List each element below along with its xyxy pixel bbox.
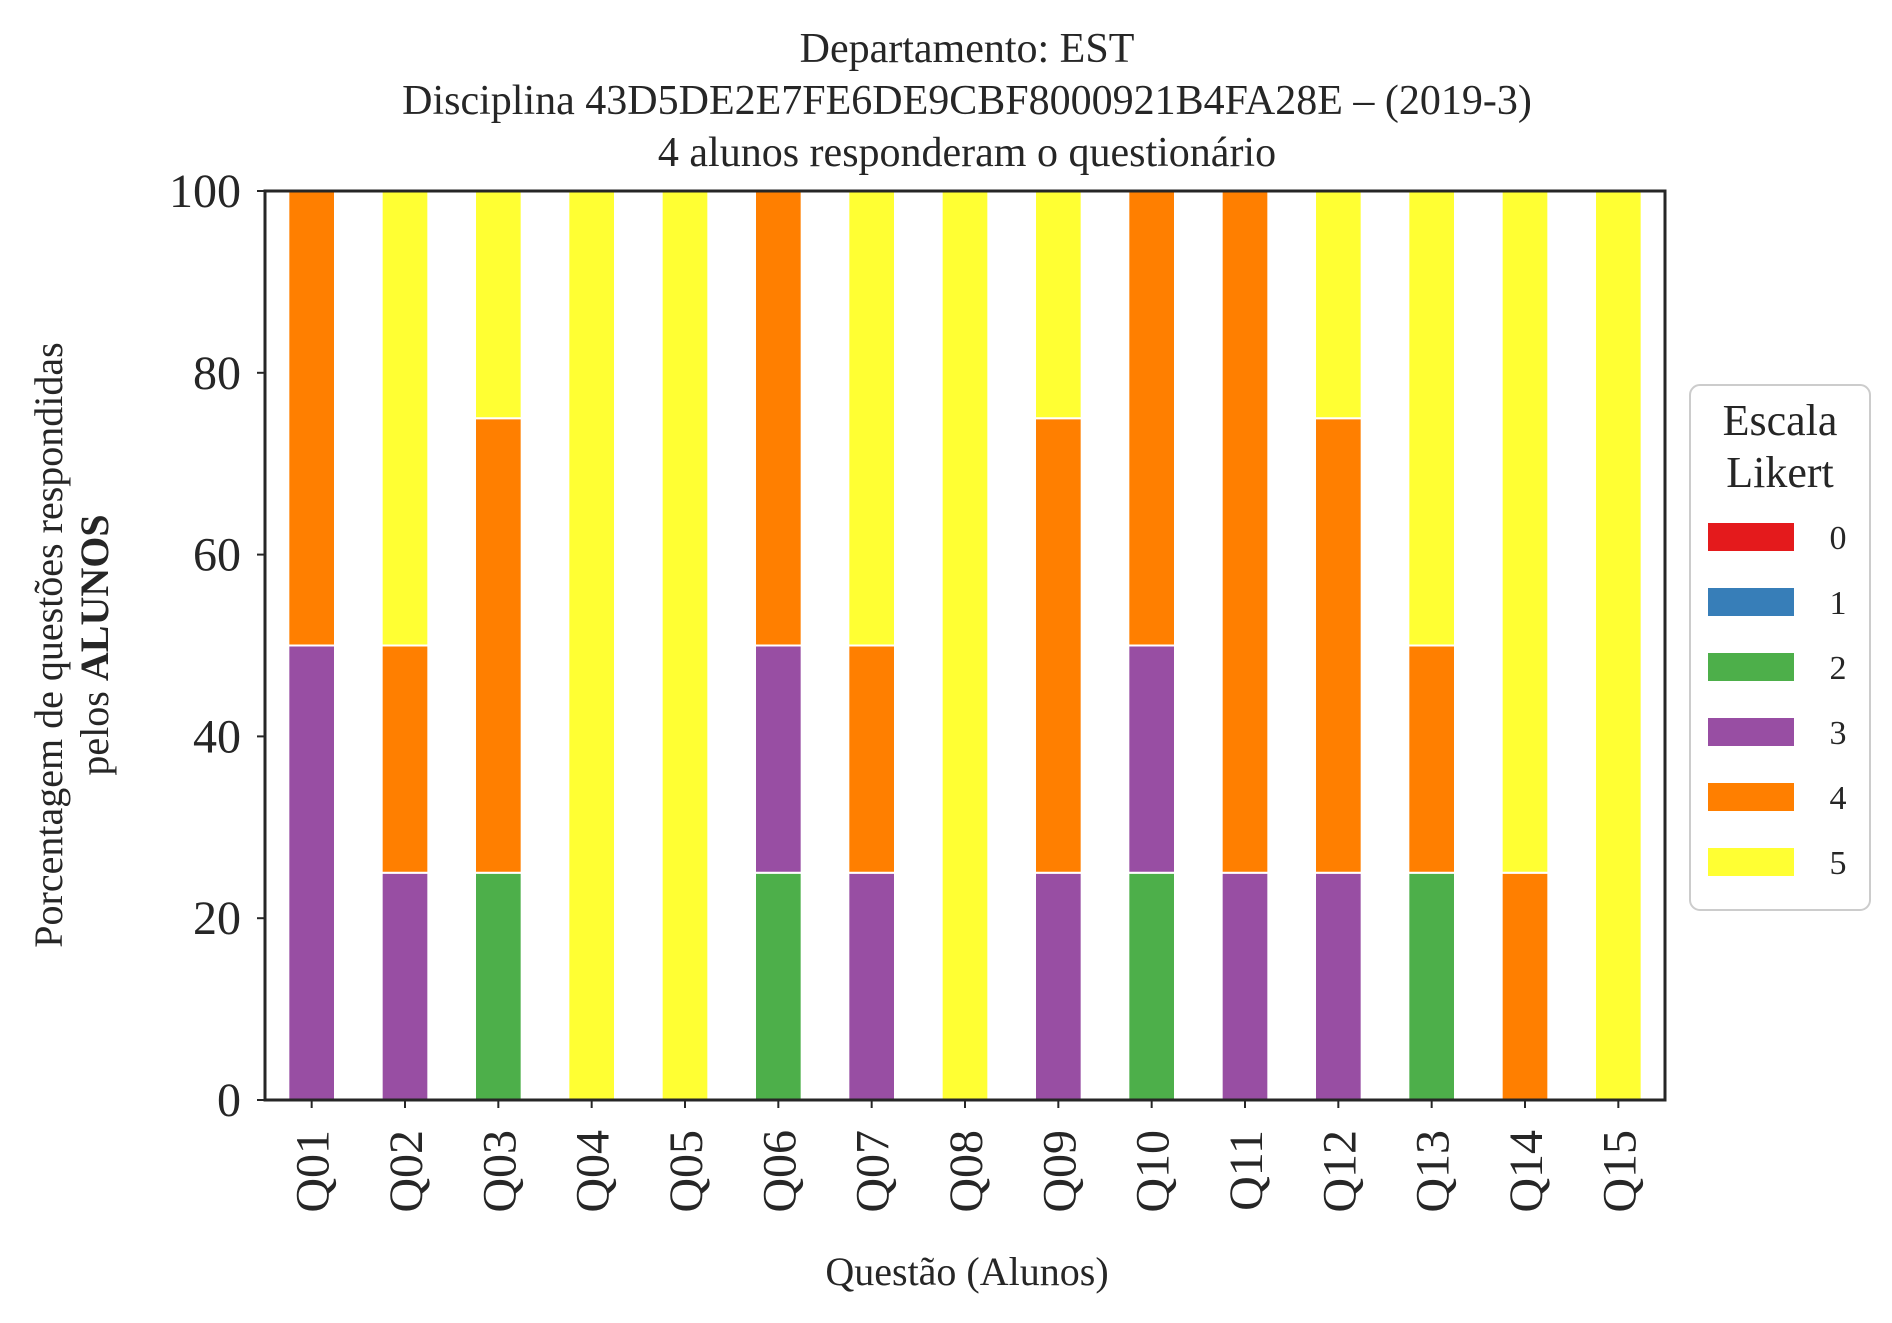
- legend-label-1: 1: [1830, 585, 1847, 622]
- bar-segment-q15-likert-5: [1594, 190, 1643, 1101]
- bar-segment-q14-likert-5: [1500, 190, 1550, 874]
- y-axis-label-bold: ALUNOS: [72, 514, 117, 681]
- bar-segment-q12-likert-5: [1314, 190, 1363, 420]
- x-tick-label-q01: Q01: [287, 1130, 340, 1213]
- legend-label-0: 0: [1830, 520, 1847, 557]
- bar-segment-q02-likert-3: [380, 871, 430, 1101]
- bar-segment-q02-likert-4: [380, 644, 430, 874]
- bar-segment-q13-likert-2: [1407, 871, 1457, 1101]
- y-axis-label: Porcentagem de questões respondidas pelo…: [26, 342, 117, 947]
- y-tick-label: 100: [169, 165, 241, 218]
- bar-segment-q04-likert-5: [567, 190, 616, 1101]
- bar-segment-q11-likert-3: [1220, 871, 1270, 1101]
- bar-segment-q01-likert-3: [287, 644, 337, 1101]
- legend-title-line-2: Likert: [1726, 448, 1834, 497]
- x-tick-label-q07: Q07: [847, 1130, 900, 1213]
- x-tick-label-q10: Q10: [1127, 1130, 1180, 1213]
- chart-title-line-3: 4 alunos responderam o questionário: [658, 130, 1276, 176]
- x-tick-label-q12: Q12: [1313, 1130, 1366, 1213]
- x-tick-label-q15: Q15: [1593, 1130, 1646, 1213]
- y-axis-ticks: 0 20 40 60 80 100: [169, 165, 265, 1127]
- legend-label-4: 4: [1830, 780, 1847, 817]
- y-tick-label: 80: [193, 347, 241, 400]
- bar-segment-q07-likert-5: [847, 190, 896, 647]
- bar-segment-q06-likert-3: [754, 644, 803, 874]
- bar-segment-q09-likert-4: [1034, 417, 1083, 874]
- bar-segment-q06-likert-2: [754, 871, 803, 1101]
- bar-segment-q13-likert-4: [1407, 644, 1457, 874]
- y-tick-label: 0: [217, 1074, 241, 1127]
- x-axis-ticks: Q01 Q02 Q03 Q04 Q05 Q06 Q07 Q08 Q09 Q10 Q11 Q12 Q13 Q…: [287, 1100, 1646, 1213]
- bar-segment-q08-likert-5: [940, 190, 990, 1101]
- legend-swatch-2: [1708, 653, 1794, 681]
- x-tick-label-q08: Q08: [940, 1130, 993, 1213]
- x-tick-label-q14: Q14: [1500, 1130, 1553, 1213]
- bar-segment-q06-likert-4: [754, 190, 803, 647]
- bar-segment-q09-likert-5: [1034, 190, 1083, 420]
- bar-segment-q12-likert-4: [1314, 417, 1363, 874]
- bar-segment-q03-likert-5: [474, 190, 523, 420]
- x-tick-label-q03: Q03: [473, 1130, 526, 1213]
- x-tick-label-q11: Q11: [1220, 1130, 1273, 1211]
- x-tick-label-q13: Q13: [1407, 1130, 1460, 1213]
- x-tick-label-q04: Q04: [567, 1130, 620, 1213]
- legend-label-3: 3: [1830, 715, 1847, 752]
- bar-segment-q03-likert-4: [474, 417, 523, 874]
- legend: Escala Likert 0 1 2 3 4 5: [1689, 384, 1871, 911]
- bar-segment-q10-likert-4: [1127, 190, 1177, 647]
- bar-segment-q10-likert-2: [1127, 871, 1177, 1101]
- y-tick-label: 60: [193, 529, 241, 582]
- bar-segment-q05-likert-5: [660, 190, 710, 1101]
- legend-swatch-1: [1708, 588, 1794, 616]
- y-tick-label: 20: [193, 892, 241, 945]
- legend-swatch-4: [1708, 783, 1794, 811]
- y-tick-label: 40: [193, 710, 241, 763]
- x-axis-label: Questão (Alunos): [825, 1249, 1108, 1294]
- x-tick-label-q06: Q06: [753, 1130, 806, 1213]
- bar-segment-q13-likert-5: [1407, 190, 1457, 647]
- bar-segment-q02-likert-5: [380, 190, 430, 647]
- x-tick-label-q02: Q02: [380, 1130, 433, 1213]
- legend-swatch-0: [1708, 523, 1794, 551]
- bar-segment-q14-likert-4: [1500, 871, 1550, 1101]
- legend-swatch-5: [1708, 848, 1794, 876]
- bars-group: [287, 190, 1643, 1101]
- x-tick-label-q09: Q09: [1033, 1130, 1086, 1213]
- bar-segment-q10-likert-3: [1127, 644, 1177, 874]
- y-axis-label-line-2: pelos ALUNOS: [72, 514, 117, 775]
- bar-segment-q12-likert-3: [1314, 871, 1363, 1101]
- y-axis-label-prefix: pelos: [72, 681, 117, 775]
- bar-segment-q09-likert-3: [1034, 871, 1083, 1101]
- legend-box: [1689, 384, 1871, 911]
- legend-label-2: 2: [1830, 650, 1847, 687]
- x-tick-label-q05: Q05: [660, 1130, 713, 1213]
- legend-items: 0 1 2 3 4 5: [1708, 520, 1847, 882]
- bar-segment-q07-likert-3: [847, 871, 896, 1101]
- legend-label-5: 5: [1830, 845, 1847, 882]
- chart-title-line-2: Disciplina 43D5DE2E7FE6DE9CBF8000921B4FA…: [402, 78, 1532, 124]
- bar-segment-q01-likert-4: [287, 190, 337, 647]
- legend-swatch-3: [1708, 718, 1794, 746]
- y-axis-label-line-1: Porcentagem de questões respondidas: [26, 342, 71, 947]
- legend-title-line-1: Escala: [1723, 396, 1838, 445]
- bar-segment-q07-likert-4: [847, 644, 896, 874]
- chart-title-line-1: Departamento: EST: [800, 26, 1135, 72]
- bar-segment-q11-likert-4: [1220, 190, 1270, 874]
- bar-segment-q03-likert-2: [474, 871, 523, 1101]
